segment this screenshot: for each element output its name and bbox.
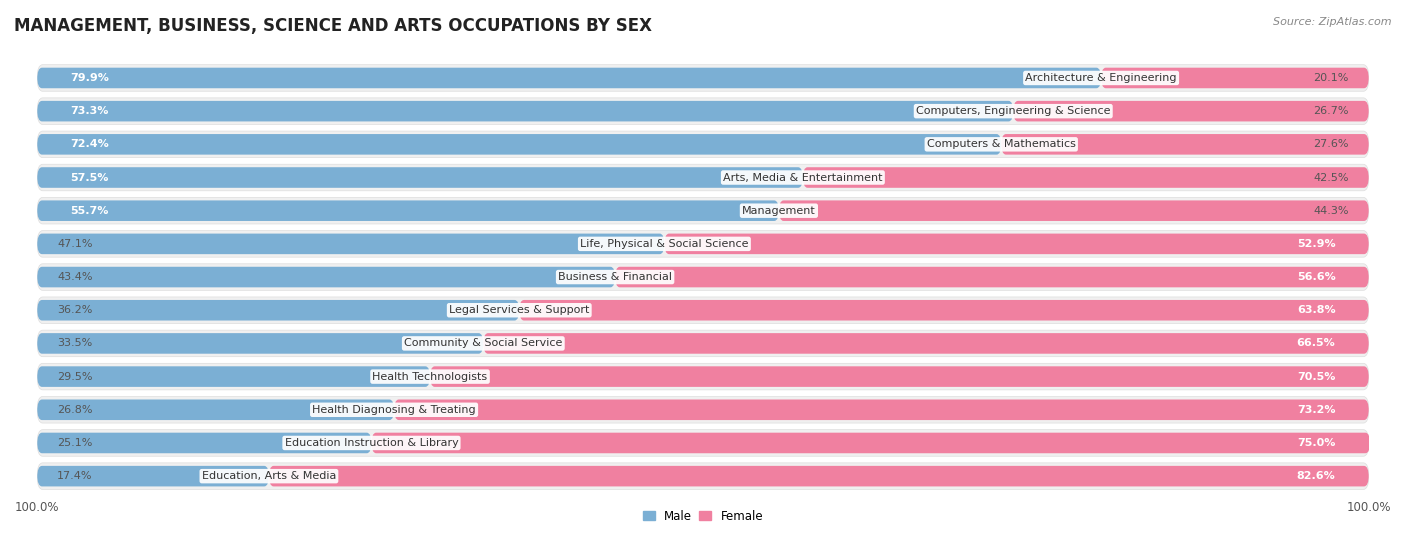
Text: 44.3%: 44.3% [1313,206,1348,216]
Text: 66.5%: 66.5% [1296,338,1336,348]
FancyBboxPatch shape [37,433,371,453]
Text: Management: Management [742,206,815,216]
Text: 56.6%: 56.6% [1296,272,1336,282]
FancyBboxPatch shape [37,101,1014,121]
FancyBboxPatch shape [665,234,1369,254]
FancyBboxPatch shape [37,98,1369,125]
Text: 17.4%: 17.4% [58,471,93,481]
Text: 20.1%: 20.1% [1313,73,1348,83]
FancyBboxPatch shape [37,134,1001,155]
FancyBboxPatch shape [37,167,803,188]
Text: 26.8%: 26.8% [58,405,93,415]
FancyBboxPatch shape [430,366,1369,387]
Text: Legal Services & Support: Legal Services & Support [449,305,589,315]
FancyBboxPatch shape [37,164,1369,191]
Text: 25.1%: 25.1% [58,438,93,448]
Text: Architecture & Engineering: Architecture & Engineering [1025,73,1177,83]
FancyBboxPatch shape [37,463,1369,490]
Text: Computers, Engineering & Science: Computers, Engineering & Science [915,106,1111,116]
FancyBboxPatch shape [269,466,1369,486]
Text: Computers & Mathematics: Computers & Mathematics [927,139,1076,149]
Text: 52.9%: 52.9% [1296,239,1336,249]
FancyBboxPatch shape [614,267,1369,287]
FancyBboxPatch shape [484,333,1369,354]
Text: 29.5%: 29.5% [58,372,93,382]
Text: 82.6%: 82.6% [1296,471,1336,481]
Text: Community & Social Service: Community & Social Service [404,338,562,348]
Text: 33.5%: 33.5% [58,338,93,348]
Text: 26.7%: 26.7% [1313,106,1348,116]
FancyBboxPatch shape [37,231,1369,257]
FancyBboxPatch shape [519,300,1369,320]
FancyBboxPatch shape [779,201,1369,221]
FancyBboxPatch shape [1101,68,1369,88]
FancyBboxPatch shape [37,267,614,287]
Text: 27.6%: 27.6% [1313,139,1348,149]
FancyBboxPatch shape [37,197,1369,224]
FancyBboxPatch shape [1014,101,1369,121]
Text: 79.9%: 79.9% [70,73,110,83]
FancyBboxPatch shape [37,300,519,320]
Text: 55.7%: 55.7% [70,206,108,216]
FancyBboxPatch shape [37,363,1369,390]
FancyBboxPatch shape [37,264,1369,290]
FancyBboxPatch shape [37,396,1369,423]
FancyBboxPatch shape [37,466,269,486]
FancyBboxPatch shape [37,366,430,387]
Text: Life, Physical & Social Science: Life, Physical & Social Science [581,239,748,249]
Text: 70.5%: 70.5% [1298,372,1336,382]
Legend: Male, Female: Male, Female [638,505,768,528]
Text: Business & Financial: Business & Financial [558,272,672,282]
FancyBboxPatch shape [37,65,1369,91]
FancyBboxPatch shape [37,333,484,354]
FancyBboxPatch shape [803,167,1369,188]
Text: 57.5%: 57.5% [70,173,108,182]
Text: Education, Arts & Media: Education, Arts & Media [201,471,336,481]
FancyBboxPatch shape [37,430,1369,456]
FancyBboxPatch shape [37,330,1369,357]
Text: 73.3%: 73.3% [70,106,108,116]
FancyBboxPatch shape [394,400,1369,420]
FancyBboxPatch shape [371,433,1369,453]
Text: Health Technologists: Health Technologists [373,372,488,382]
Text: 42.5%: 42.5% [1313,173,1348,182]
Text: Education Instruction & Library: Education Instruction & Library [284,438,458,448]
Text: 75.0%: 75.0% [1298,438,1336,448]
FancyBboxPatch shape [37,201,779,221]
Text: MANAGEMENT, BUSINESS, SCIENCE AND ARTS OCCUPATIONS BY SEX: MANAGEMENT, BUSINESS, SCIENCE AND ARTS O… [14,17,652,35]
Text: Arts, Media & Entertainment: Arts, Media & Entertainment [723,173,883,182]
FancyBboxPatch shape [37,131,1369,158]
FancyBboxPatch shape [1001,134,1369,155]
Text: 63.8%: 63.8% [1296,305,1336,315]
Text: 36.2%: 36.2% [58,305,93,315]
Text: 43.4%: 43.4% [58,272,93,282]
Text: 72.4%: 72.4% [70,139,110,149]
FancyBboxPatch shape [37,68,1101,88]
Text: 73.2%: 73.2% [1296,405,1336,415]
FancyBboxPatch shape [37,400,394,420]
FancyBboxPatch shape [37,297,1369,324]
Text: Health Diagnosing & Treating: Health Diagnosing & Treating [312,405,475,415]
Text: 47.1%: 47.1% [58,239,93,249]
FancyBboxPatch shape [37,234,665,254]
Text: Source: ZipAtlas.com: Source: ZipAtlas.com [1274,17,1392,27]
